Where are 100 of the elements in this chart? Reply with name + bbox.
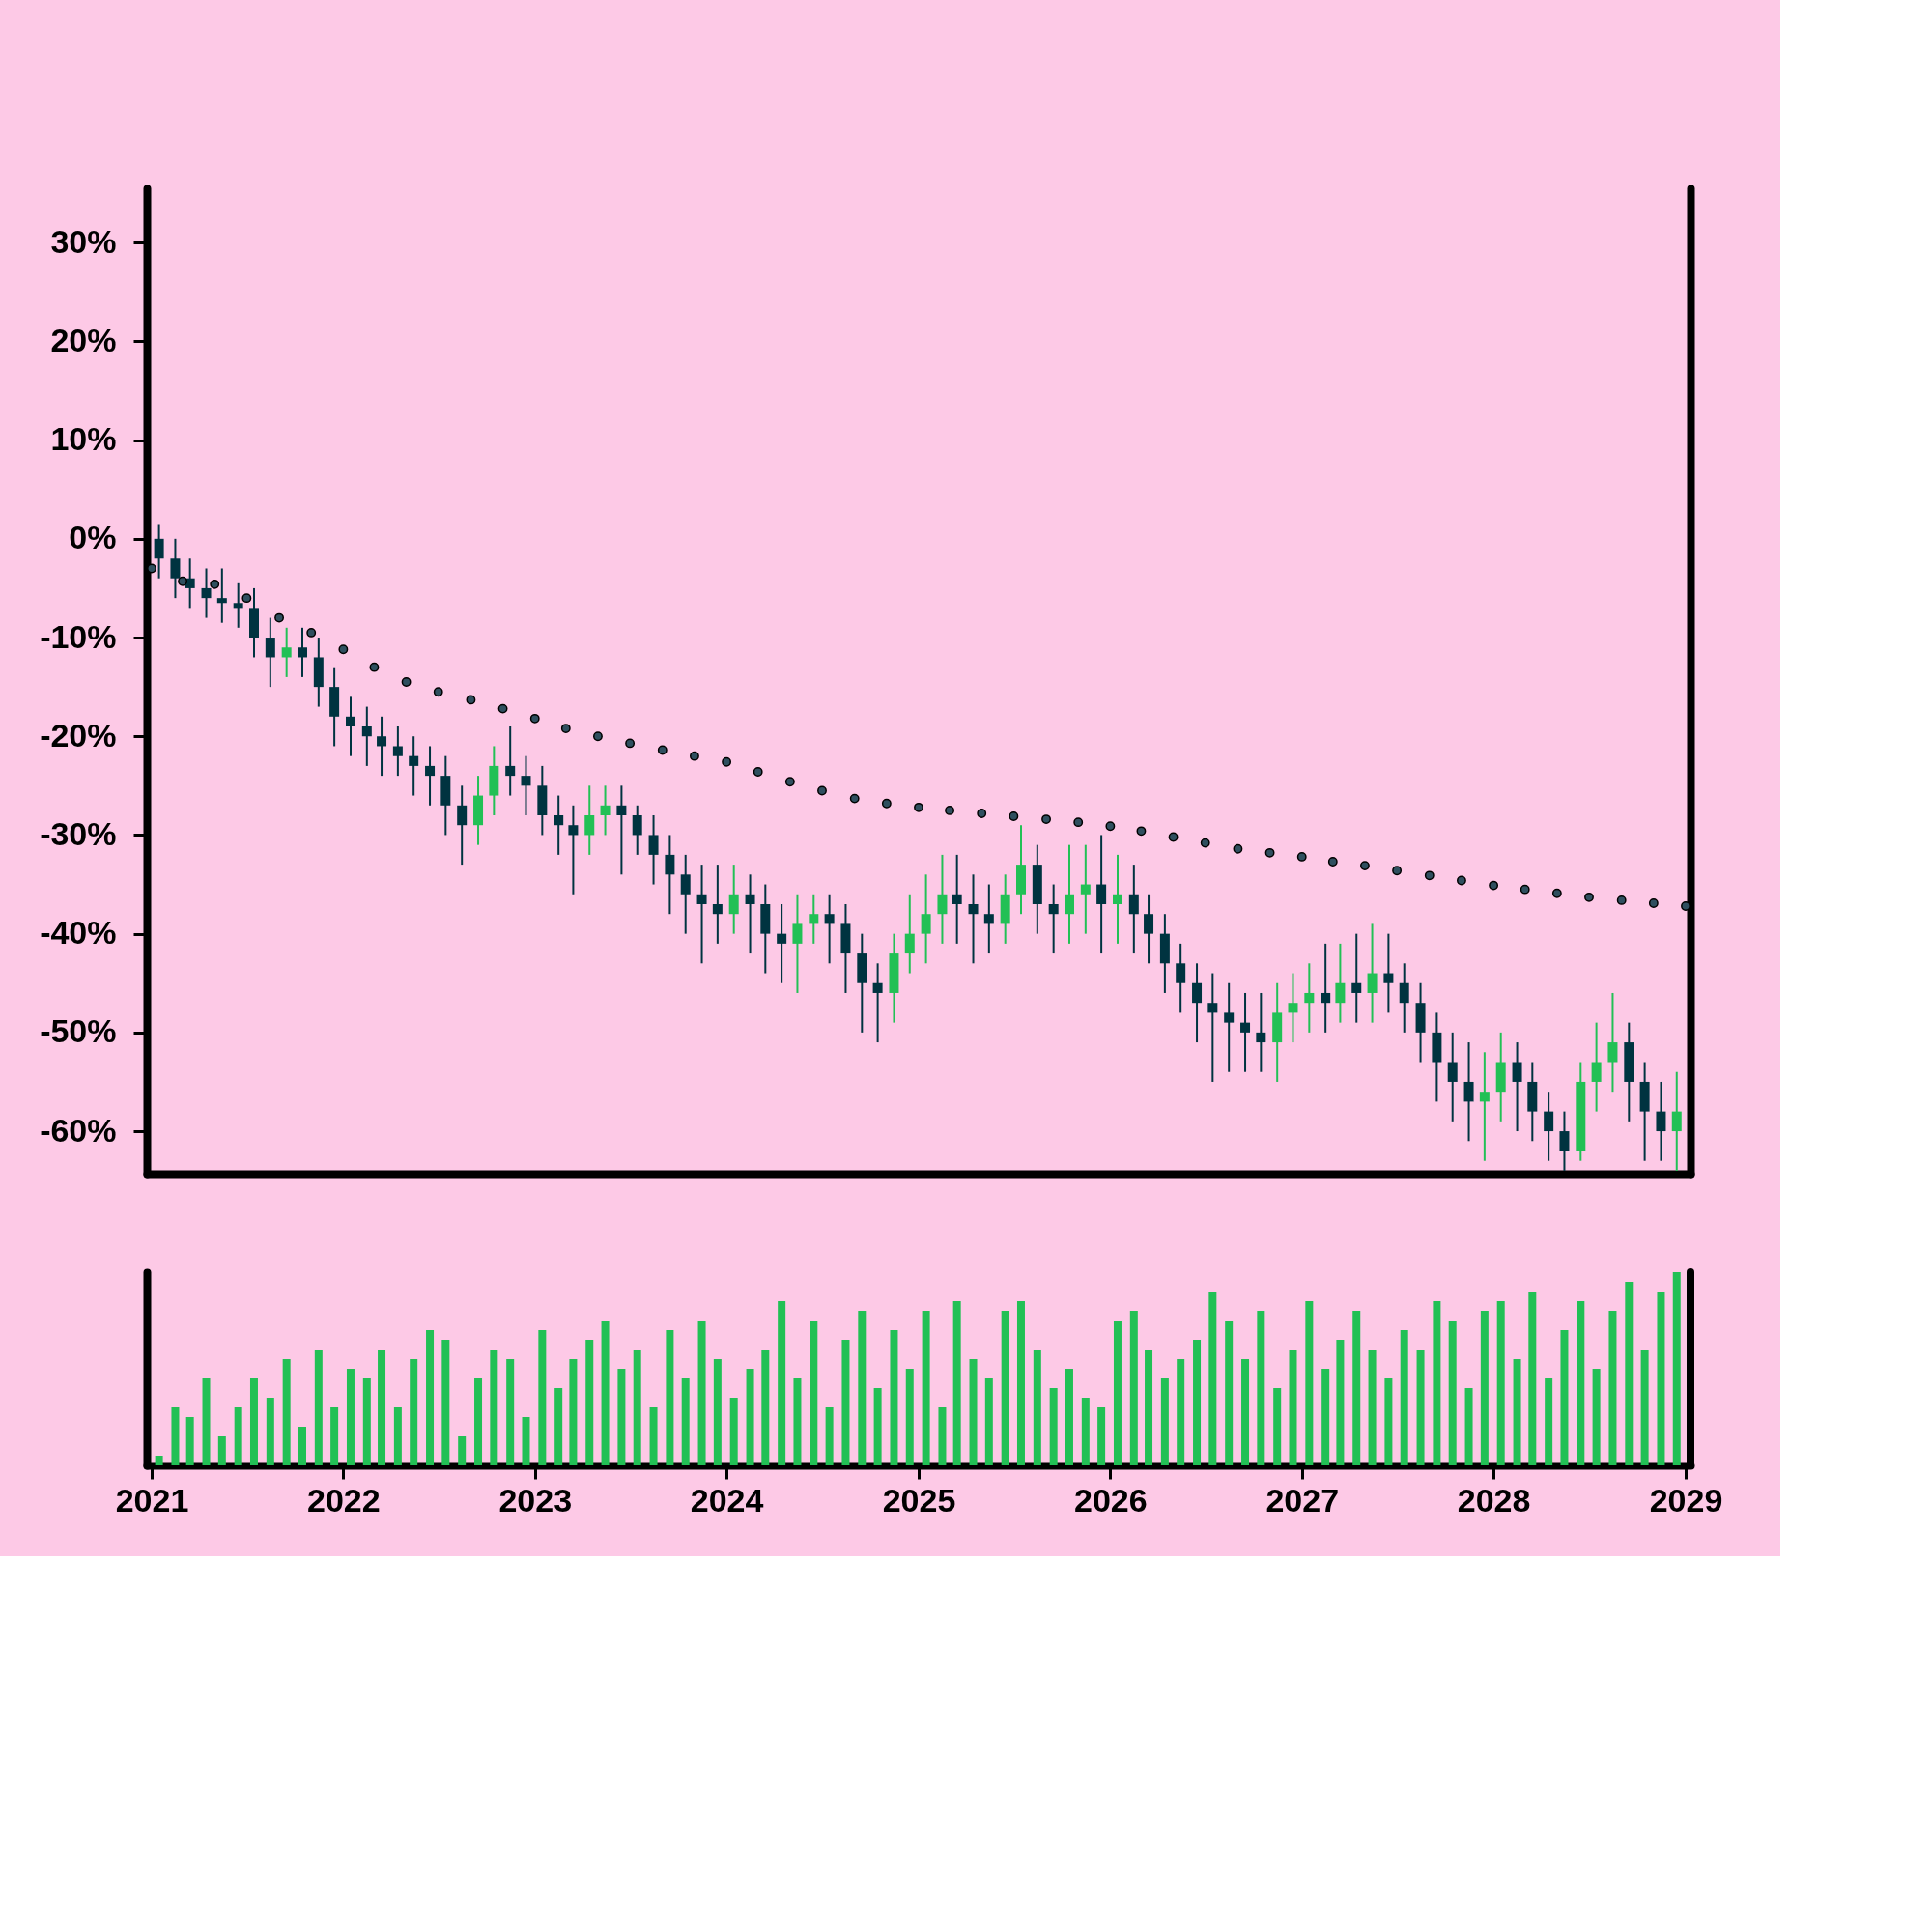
bar [1257, 1311, 1265, 1465]
point [1681, 901, 1690, 911]
point [881, 798, 892, 809]
bar [1592, 1369, 1601, 1465]
y-tick-label: -10% [40, 617, 117, 655]
candlestick [1447, 1031, 1458, 1122]
bar [761, 1350, 770, 1465]
bar [314, 1350, 323, 1465]
candlestick [1544, 1091, 1554, 1162]
x-tick-label: 2025 [882, 1481, 956, 1519]
bar [1448, 1321, 1457, 1465]
candlestick [1176, 942, 1186, 1014]
bar [1097, 1407, 1106, 1465]
bar [171, 1407, 180, 1465]
bar [633, 1350, 641, 1465]
candlestick [1064, 843, 1074, 945]
candlestick [1288, 972, 1298, 1044]
bar [522, 1417, 530, 1465]
bar [474, 1378, 483, 1465]
x-tick-label: 2021 [115, 1481, 189, 1519]
x-tick-label: 2026 [1074, 1481, 1148, 1519]
point [529, 713, 540, 724]
candlestick [952, 853, 962, 945]
y-tick-label: -40% [40, 914, 117, 952]
bar [426, 1330, 435, 1465]
point [1457, 875, 1466, 886]
bar [1177, 1359, 1185, 1465]
point [849, 793, 860, 804]
candlestick [809, 893, 819, 945]
candlestick [777, 902, 787, 984]
bar [1160, 1378, 1169, 1465]
y-tick-label: -50% [40, 1012, 117, 1050]
point [625, 738, 636, 749]
point [560, 724, 571, 733]
candlestick [1512, 1041, 1522, 1133]
point [1296, 852, 1307, 862]
bar [1113, 1321, 1122, 1465]
point [1616, 895, 1627, 905]
bar [1560, 1330, 1569, 1465]
bar [441, 1340, 450, 1465]
point [753, 767, 763, 777]
bar [890, 1330, 898, 1465]
bar [952, 1301, 961, 1465]
point [1009, 811, 1019, 821]
candlestick [1080, 843, 1091, 935]
point [338, 644, 349, 655]
point [914, 802, 923, 812]
point [1168, 832, 1179, 842]
candlestick [1128, 864, 1139, 955]
y-tick-label: 20% [50, 321, 117, 358]
bar [1577, 1301, 1585, 1465]
bar [905, 1369, 914, 1465]
candlestick [1321, 942, 1331, 1034]
candlestick [872, 962, 883, 1044]
x-tick-label: 2027 [1265, 1481, 1340, 1519]
point [242, 593, 252, 604]
candlestick [712, 864, 723, 945]
bar [1081, 1398, 1090, 1465]
x-tick-label: 2024 [690, 1481, 764, 1519]
candlestick [728, 864, 739, 935]
candlestick [425, 745, 436, 807]
bar [1464, 1388, 1473, 1465]
bar [1129, 1311, 1138, 1465]
point [1392, 866, 1403, 876]
point [690, 751, 699, 761]
candlestick [265, 616, 275, 689]
candlestick [345, 696, 355, 757]
candlestick [1383, 932, 1394, 1014]
bar [1640, 1350, 1649, 1465]
bar [282, 1359, 291, 1465]
bar [1545, 1378, 1553, 1465]
point [722, 756, 732, 767]
candlestick [584, 784, 595, 856]
bar [458, 1436, 467, 1465]
bar [778, 1301, 786, 1465]
candlestick [505, 725, 516, 797]
bar [185, 1417, 194, 1465]
candlestick [824, 893, 835, 965]
bar [490, 1350, 498, 1465]
candlestick [1335, 942, 1346, 1024]
point [274, 612, 284, 623]
bar [393, 1407, 402, 1465]
bar [841, 1340, 850, 1465]
bar [713, 1359, 722, 1465]
point [1200, 838, 1210, 848]
point [369, 662, 380, 672]
bar [346, 1369, 355, 1465]
point [657, 745, 668, 755]
y-tick-label: -60% [40, 1111, 117, 1149]
bar [922, 1311, 930, 1465]
bar [793, 1378, 802, 1465]
candlestick [1304, 962, 1315, 1034]
point [1489, 880, 1499, 891]
candlestick [554, 794, 564, 856]
bar [666, 1330, 674, 1465]
bar [538, 1330, 547, 1465]
candlestick [921, 873, 931, 965]
bar [984, 1378, 993, 1465]
bar [330, 1407, 339, 1465]
point [466, 695, 476, 705]
